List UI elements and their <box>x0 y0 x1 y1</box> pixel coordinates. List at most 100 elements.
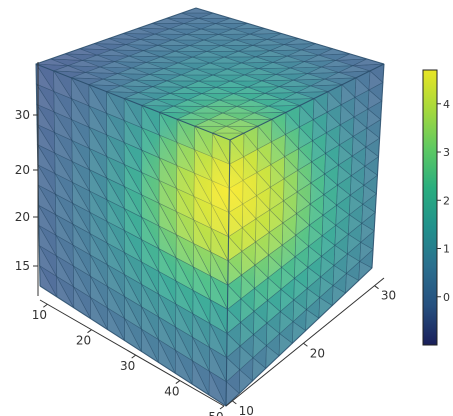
cell-triangle-edge <box>36 143 56 175</box>
cell-triangle <box>290 66 322 74</box>
cell-triangle-edge <box>366 108 382 129</box>
cell-triangle <box>120 85 153 93</box>
cell-triangle-edge <box>239 357 254 382</box>
cell-triangle <box>175 280 194 314</box>
cell-triangle <box>55 235 75 267</box>
cell-triangle-edge <box>53 65 86 73</box>
x-tick-mark <box>175 380 181 384</box>
cell-triangle-edge <box>141 99 174 107</box>
cell-triangle <box>321 60 353 68</box>
cell-triangle <box>323 184 338 206</box>
cell-triangle <box>192 51 225 58</box>
cell-triangle <box>124 296 143 330</box>
cell-triangle <box>221 39 253 46</box>
x-tick-label: 50 <box>208 410 223 416</box>
cell-triangle <box>266 299 281 324</box>
z-tick-label: 20 <box>15 163 30 177</box>
cell-triangle-edge <box>227 298 242 324</box>
x-tick-label: 10 <box>32 308 47 322</box>
cell-triangle <box>163 68 196 76</box>
cell-triangle <box>186 28 219 35</box>
cell-triangle-edge <box>35 103 55 134</box>
cell-triangle <box>281 256 296 280</box>
x-tick-mark <box>87 329 92 334</box>
x-tick-mark <box>43 303 48 308</box>
cell-triangle <box>181 68 214 76</box>
cell-triangle <box>240 287 255 313</box>
cell-triangle <box>106 221 126 254</box>
cell-triangle <box>135 74 168 82</box>
cell-triangle <box>279 288 295 313</box>
cell-triangle <box>143 44 176 52</box>
cell-triangle-edge <box>252 345 267 370</box>
cell-triangle <box>71 139 91 171</box>
cell-triangle <box>155 92 189 101</box>
cell-triangle <box>322 193 338 216</box>
y-tick-mark <box>232 400 237 405</box>
cell-triangle-edge <box>55 275 75 308</box>
cube-edge <box>35 7 197 65</box>
cell-triangle <box>71 97 90 128</box>
cell-triangle-edge <box>354 77 370 98</box>
z-tick-label: 30 <box>15 108 30 122</box>
center-glow <box>138 95 318 285</box>
cell-triangle <box>267 266 282 291</box>
cell-triangle <box>123 207 143 241</box>
cell-triangle-edge <box>282 92 315 100</box>
colorbar: 0 1 2 3 4 <box>422 69 450 346</box>
cell-triangle <box>195 62 228 70</box>
cell-triangle <box>306 287 321 311</box>
cell-triangle <box>141 239 160 273</box>
cell-triangle <box>325 124 341 146</box>
cell-triangle <box>338 144 353 166</box>
x-tick-label: 40 <box>164 385 179 399</box>
cell-triangle <box>216 86 248 94</box>
cell-triangle <box>275 67 308 75</box>
cell-triangle <box>90 276 109 309</box>
cell-triangle <box>353 96 369 118</box>
x-tick-mark <box>131 354 136 359</box>
cell-triangle <box>294 245 310 269</box>
cell-triangle <box>106 242 126 276</box>
cell-triangle <box>124 185 143 219</box>
cell-triangle <box>269 49 302 57</box>
cell-triangle <box>272 55 305 63</box>
cell-triangle-edge <box>106 85 139 93</box>
cell-triangle <box>117 73 150 81</box>
colorbar-tick-label: 2 <box>443 194 450 207</box>
cell-triangle <box>218 28 251 35</box>
cell-triangle <box>293 287 308 311</box>
cell-triangle <box>88 126 108 158</box>
cell-triangle <box>346 253 361 275</box>
colorbar-tick-label: 4 <box>443 98 450 111</box>
cell-triangle <box>272 61 305 69</box>
cell-triangle <box>157 39 190 46</box>
cell-triangle <box>235 39 268 46</box>
cell-triangle <box>350 155 366 177</box>
cell-triangle <box>290 61 322 69</box>
y-tick-label: 30 <box>381 289 396 303</box>
z-tick-label: 20 <box>15 210 30 224</box>
cell-triangle <box>72 202 91 235</box>
cube-edge <box>39 285 227 407</box>
cell-triangle <box>141 284 160 318</box>
cell-triangle <box>67 65 101 73</box>
cell-triangle-edge <box>70 76 90 107</box>
axes: 10 20 30 40 50 10 20 30 15 20 20 30 <box>15 62 396 416</box>
cell-triangle <box>54 172 74 205</box>
cell-triangle <box>54 131 73 163</box>
cube <box>35 7 385 407</box>
cell-triangle-edge <box>209 299 228 335</box>
cell-triangle <box>324 152 339 175</box>
cell-triangle <box>320 255 335 278</box>
cell-triangle <box>320 264 335 287</box>
cell-triangle <box>183 17 216 24</box>
cell-triangle <box>106 177 126 210</box>
x-tick-mark <box>219 405 225 410</box>
cube-edge <box>195 7 385 65</box>
cell-triangle <box>241 56 274 64</box>
cell-triangle <box>201 23 233 30</box>
colorbar-tick-label: 0 <box>443 291 450 304</box>
cell-triangle <box>254 277 269 302</box>
